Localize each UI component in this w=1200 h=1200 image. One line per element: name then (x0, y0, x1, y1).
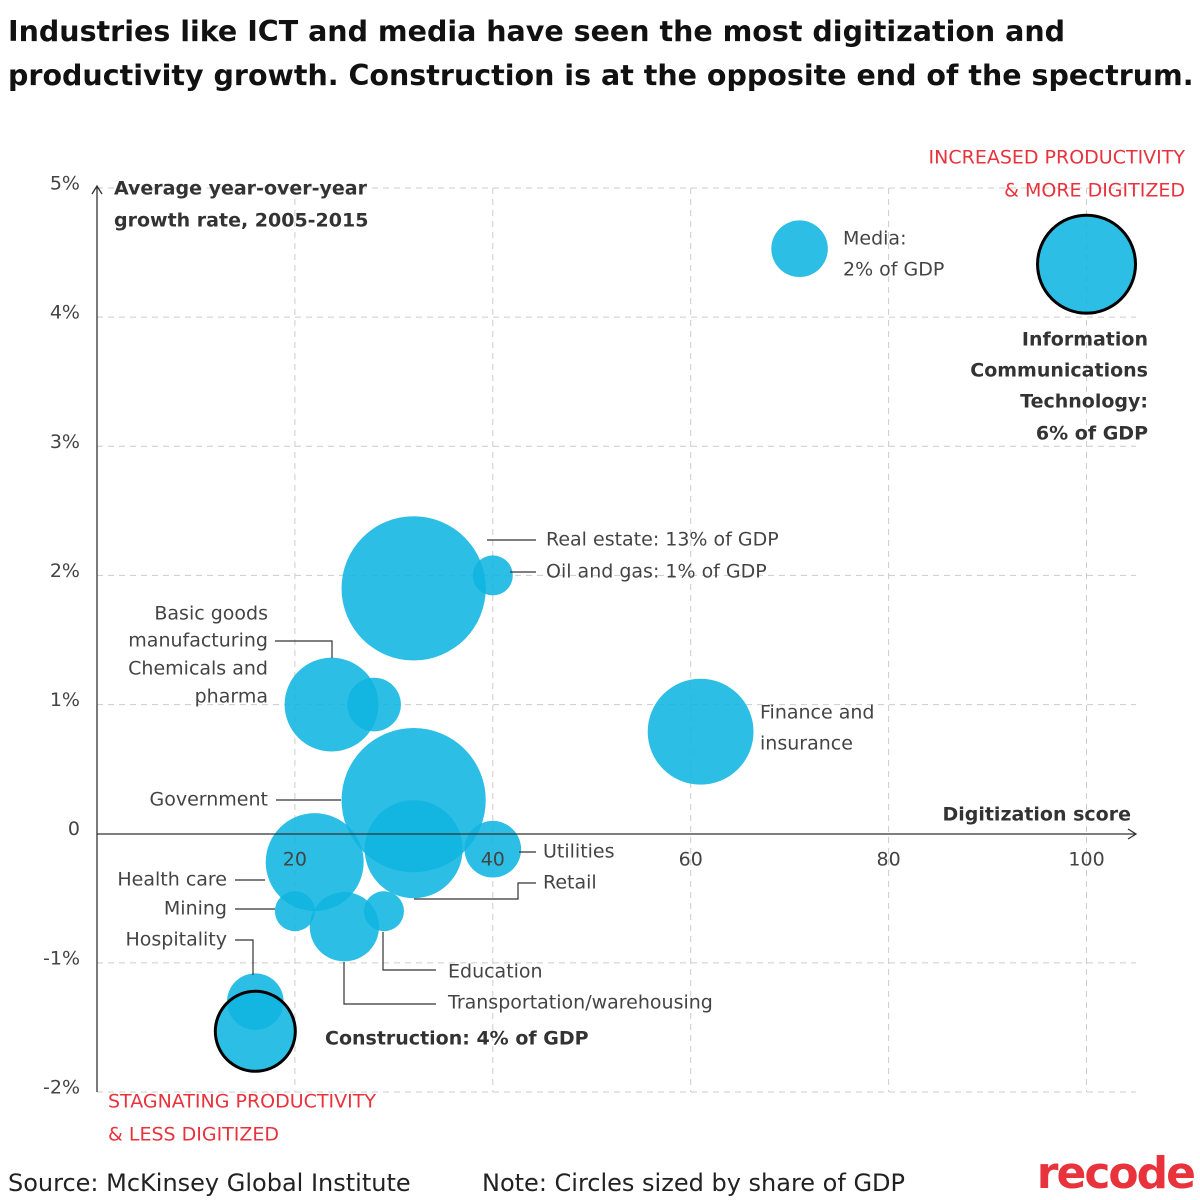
x-axis (97, 828, 1138, 840)
bubble-label: Health care (117, 869, 227, 891)
bubble-label: pharma (195, 686, 268, 708)
y-tick-label: -1% (43, 947, 80, 969)
bubble (309, 892, 380, 962)
bubble-label: Media: (843, 228, 906, 250)
note: Note: Circles sized by share of GDP (482, 1169, 905, 1197)
x-tick-label: 40 (481, 849, 505, 871)
bubble (341, 516, 486, 661)
leader-line (414, 882, 536, 900)
x-tick-label: 20 (283, 849, 307, 871)
y-tick-label: 2% (50, 560, 80, 582)
y-axis-title: Average year-over-year (114, 178, 368, 200)
bubble-label: Communications (970, 360, 1148, 382)
x-tick-label: 100 (1068, 849, 1104, 871)
y-axis (91, 184, 103, 1092)
bubble-label: Oil and gas: 1% of GDP (546, 561, 767, 583)
leader-line (275, 640, 333, 658)
bubble (1036, 213, 1138, 315)
quadrant-label: STAGNATING PRODUCTIVITY (108, 1091, 376, 1113)
bubble-label: Technology: (1020, 391, 1148, 413)
y-tick-label: 3% (50, 431, 80, 453)
bubble (464, 820, 522, 878)
bubble (771, 220, 828, 277)
x-axis-title: Digitization score (942, 804, 1131, 826)
bubble-label: Transportation/warehousing (447, 992, 713, 1014)
source: Source: McKinsey Global Institute (8, 1169, 411, 1197)
bubble-label: Construction: 4% of GDP (325, 1028, 589, 1050)
y-tick-label: 5% (50, 173, 80, 195)
bubble (364, 800, 463, 899)
bubble (472, 555, 513, 596)
bubble-label: Mining (164, 898, 227, 920)
bubble-label: Hospitality (126, 929, 228, 951)
y-tick-label: 0 (68, 818, 80, 840)
y-tick-label: 1% (50, 689, 80, 711)
y-axis-title: growth rate, 2005-2015 (114, 210, 368, 232)
bubble-label: Information (1022, 329, 1148, 351)
bubble-label: 6% of GDP (1036, 423, 1148, 445)
bubble (274, 891, 315, 932)
bubble-label: Finance and (760, 702, 874, 724)
leader-line (382, 932, 436, 971)
brand-logo: recode (1037, 1148, 1194, 1199)
bubble-label: 2% of GDP (843, 259, 944, 281)
quadrant-label: INCREASED PRODUCTIVITY (929, 147, 1186, 169)
y-tick-label: -2% (43, 1077, 80, 1099)
leader-line (235, 939, 254, 975)
bubble-label: manufacturing (128, 630, 268, 652)
bubble (265, 813, 364, 912)
quadrant-label: & MORE DIGITIZED (1004, 180, 1185, 202)
x-tick-label: 80 (877, 849, 901, 871)
quadrant-label: & LESS DIGITIZED (108, 1124, 279, 1146)
bubble (284, 657, 379, 752)
bubble (213, 989, 297, 1073)
bubble-label: Real estate: 13% of GDP (546, 529, 779, 551)
bubble (347, 677, 401, 732)
bubbles (213, 213, 1138, 1073)
bubble-label: Retail (543, 872, 597, 894)
bubble-label: Government (150, 789, 269, 811)
bubble-label: Education (448, 961, 543, 983)
y-tick-label: 4% (50, 302, 80, 324)
leader-line (343, 962, 436, 1005)
x-tick-label: 60 (679, 849, 703, 871)
labels: -2% -1% 0 1% 2% 3% 4% 5% 20 40 60 80 100 Information C… (8, 147, 1196, 1200)
chart-title: Industries like ICT and media have seen … (8, 15, 1194, 92)
bubble-label: Utilities (543, 841, 615, 863)
grid (97, 187, 1136, 1093)
bubble-label: Basic goods (154, 603, 268, 625)
bubble-label: Chemicals and (128, 658, 268, 680)
bubble (647, 678, 754, 785)
bubble-label: insurance (760, 733, 853, 755)
